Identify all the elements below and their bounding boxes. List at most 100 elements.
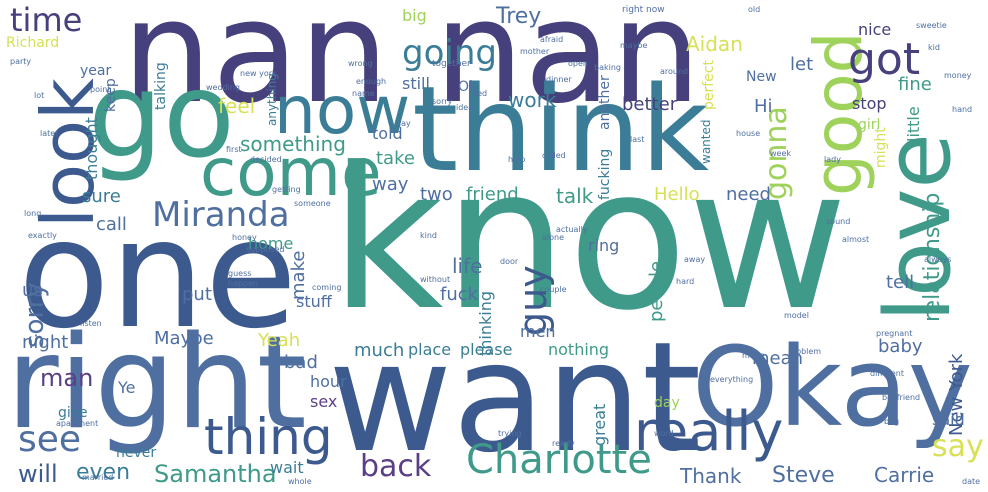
tiny-word: away	[684, 255, 706, 264]
tiny-word: wrong	[348, 59, 373, 68]
word-sex: sex	[310, 392, 338, 411]
tiny-word: alone	[542, 233, 565, 242]
word-steve: Steve	[772, 463, 835, 488]
word-new: New	[746, 69, 777, 85]
word-samantha: Samantha	[154, 460, 277, 488]
tiny-word: almost	[842, 235, 870, 244]
word-anything: anything	[265, 73, 279, 126]
word-want: want	[328, 309, 702, 486]
word-one: one	[18, 188, 298, 362]
word-nan-nan: nan nan	[122, 0, 702, 135]
word-wanted: wanted	[699, 119, 713, 164]
word-nothing: nothing	[548, 340, 610, 359]
word-still: still	[402, 74, 430, 93]
tiny-word: together	[432, 59, 471, 69]
tiny-word: maybe	[620, 41, 648, 50]
tiny-word: getting	[272, 185, 301, 194]
word-talk: talk	[556, 184, 594, 208]
tiny-word: door	[500, 257, 519, 266]
word-wait: wait	[270, 458, 304, 477]
word-girl: girl	[858, 117, 881, 133]
tiny-word: lot	[34, 91, 45, 100]
tiny-word: around	[660, 67, 689, 76]
word-sure: sure	[82, 186, 121, 207]
word-will: will	[18, 460, 58, 488]
word-baby: baby	[878, 336, 923, 357]
tiny-word: last	[630, 135, 645, 144]
tiny-word: bed	[472, 89, 488, 98]
word-never: never	[116, 445, 157, 461]
word-another: another	[597, 75, 613, 130]
tiny-word: hard	[676, 277, 695, 286]
tiny-word: everything	[710, 375, 754, 384]
word-bad: bad	[284, 352, 318, 373]
tiny-word: sweetie	[916, 21, 947, 30]
word-talking: talking	[153, 62, 169, 110]
tiny-word: new york	[240, 69, 277, 78]
word-place: place	[408, 340, 452, 359]
tiny-word: trying	[498, 429, 522, 438]
word-us: us	[22, 280, 43, 301]
word-mean: mean	[752, 348, 804, 369]
tiny-word: house	[736, 129, 761, 138]
word-better: better	[622, 94, 678, 115]
tiny-word: mother	[520, 47, 550, 56]
word-put: put	[182, 284, 212, 305]
tiny-word: decided	[250, 155, 282, 164]
word-thank: Thank	[680, 464, 742, 488]
word-say: say	[932, 429, 984, 464]
tiny-word: different	[870, 369, 904, 378]
tiny-word: apartment	[56, 419, 99, 428]
word-fucking: fucking	[597, 148, 613, 200]
word-give: give	[58, 405, 88, 421]
word-said: said	[932, 410, 965, 429]
tiny-word: kind	[420, 231, 438, 240]
tiny-word: lady	[824, 155, 841, 164]
tiny-word: gay	[396, 119, 411, 128]
tiny-word: hand	[952, 105, 973, 114]
tiny-word: someone	[294, 199, 331, 208]
word-back: back	[360, 449, 432, 484]
tiny-word: ready	[552, 439, 575, 448]
tiny-word: always	[924, 255, 952, 264]
word-great: great	[590, 403, 609, 446]
word-charlotte: Charlotte	[466, 437, 652, 483]
word-hour: hour	[310, 372, 347, 391]
word-fine: fine	[898, 74, 932, 95]
word-little: little	[904, 106, 923, 142]
word-might: might	[873, 127, 889, 168]
word-please: please	[460, 340, 513, 359]
word-yeah: Yeah	[258, 330, 301, 351]
tiny-word: called	[542, 151, 566, 160]
tiny-word: first	[226, 145, 242, 154]
word-miranda: Miranda	[152, 195, 290, 235]
word-right: right	[6, 309, 307, 458]
tiny-word: right now	[622, 5, 665, 15]
word-thing: thing	[204, 408, 333, 466]
tiny-word: exactly	[28, 231, 57, 240]
tiny-word: help	[508, 155, 526, 164]
word-fuck: fuck	[440, 284, 479, 305]
word-really: really	[634, 400, 784, 463]
tiny-word: idea	[456, 103, 474, 112]
tiny-word: long	[24, 209, 42, 218]
word-even: even	[76, 460, 131, 485]
word-nice: nice	[858, 20, 892, 39]
word-take: take	[376, 148, 415, 169]
tiny-word: coming	[312, 283, 342, 292]
word-way: way	[372, 174, 409, 195]
word-got: got	[848, 34, 921, 85]
word-going: going	[402, 33, 497, 73]
tiny-word: week	[770, 149, 792, 158]
tiny-word: bag	[884, 417, 900, 426]
word-time: time	[10, 1, 83, 39]
word-think: think	[412, 60, 709, 198]
tiny-word: word	[654, 429, 674, 438]
tiny-word: wedding	[206, 83, 240, 92]
word-told: told	[372, 124, 403, 143]
word-aidan: Aidan	[686, 32, 743, 56]
word-call: call	[96, 214, 127, 235]
tiny-word: listen	[80, 319, 102, 328]
word-day: day	[654, 395, 680, 411]
tiny-word: made	[742, 351, 765, 360]
